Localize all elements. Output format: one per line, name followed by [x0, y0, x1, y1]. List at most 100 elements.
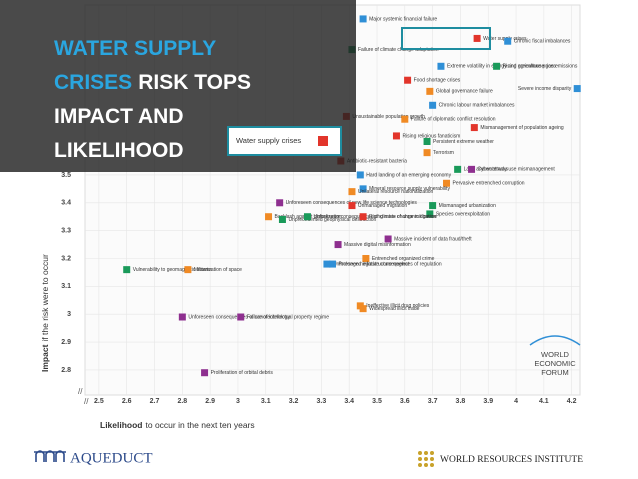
y-tick-label: 3.1 — [61, 283, 71, 290]
point — [278, 216, 286, 223]
x-tick-label: 4.1 — [539, 398, 549, 405]
y-tick-label: 3.2 — [61, 255, 71, 262]
point — [429, 101, 437, 109]
point — [237, 313, 245, 321]
y-tick-label: 3.5 — [61, 172, 71, 179]
y-tick-label: 3 — [67, 311, 71, 318]
point-label: Terrorism — [433, 150, 454, 156]
point-label: Failure of diplomatic conflict resolutio… — [411, 117, 496, 123]
point — [392, 132, 400, 140]
title-segment: IMPACT AND — [54, 105, 184, 128]
wef-line: FORUM — [541, 368, 569, 377]
x-tick-label: 3.7 — [428, 398, 438, 405]
title-segment: WATER SUPPLY — [54, 37, 216, 60]
point — [359, 185, 367, 193]
point — [384, 235, 392, 243]
point — [423, 138, 431, 145]
point — [334, 241, 342, 249]
y-tick-label: 2.8 — [61, 367, 71, 374]
x-tick-label: 2.5 — [94, 398, 104, 405]
wri-logo: WORLD RESOURCES INSTITUTE — [418, 451, 583, 467]
point — [362, 255, 370, 262]
title-line: WATER SUPPLY — [54, 37, 216, 60]
callout-marker — [318, 136, 328, 146]
title: WATER SUPPLY CRISES RISK TOPS IMPACT AND LIK… — [54, 37, 251, 162]
point — [303, 213, 311, 221]
point — [323, 260, 331, 268]
point-label: Unprecedented geophysical destruction — [288, 217, 376, 223]
title-segment: CRISES — [54, 71, 132, 94]
title-line: IMPACT AND — [54, 105, 184, 128]
point-label: Failure of climate change adaptation — [358, 47, 439, 53]
point — [184, 266, 192, 274]
axis-break: // — [78, 387, 83, 396]
point-label: Cyber attacks — [478, 167, 509, 173]
point-label: Rising religious fanaticism — [402, 133, 460, 139]
point — [473, 34, 481, 42]
axis-break: // — [84, 397, 89, 406]
aqueduct-logo: AQUEDUCT — [34, 450, 153, 466]
x-tick-label: 3.9 — [483, 398, 493, 405]
point — [359, 305, 367, 313]
point-label: Rising rates of chronic disease — [369, 214, 437, 220]
point-label: Chronic fiscal imbalances — [514, 39, 571, 45]
point — [504, 37, 512, 45]
point-label: Chronic labour market imbalances — [439, 103, 515, 109]
x-tick-label: 3.8 — [456, 398, 466, 405]
point-label: Proliferation of orbital debris — [211, 370, 274, 376]
y-tick-label: 3.4 — [61, 200, 71, 207]
x-tick-label: 3.6 — [400, 398, 410, 405]
title-line: CRISES RISK TOPS — [54, 71, 251, 94]
point-label: Persistent extreme weather — [433, 139, 494, 145]
point — [401, 115, 409, 123]
point — [468, 165, 476, 173]
point-label: Ineffective illicit drug policies — [366, 303, 429, 309]
point-label: Massive digital misinformation — [344, 242, 411, 248]
point — [404, 76, 412, 84]
x-label-rest: to occur in the next ten years — [146, 420, 255, 430]
point-label: Extreme volatility in energy and agricul… — [447, 64, 556, 70]
point — [178, 313, 186, 321]
point — [348, 188, 356, 196]
point-label: Pervasive entrenched corruption — [453, 181, 525, 187]
point-label: Vulnerability to geomagnetic storms — [133, 267, 213, 273]
x-tick-label: 2.7 — [150, 398, 160, 405]
x-tick-label: 2.6 — [122, 398, 132, 405]
point-label: Entrenched organized crime — [372, 256, 435, 262]
aqueduct-text: AQUEDUCT — [70, 450, 153, 466]
wef-line: WORLD — [541, 350, 570, 359]
point-label: Unsustainable population growth — [352, 114, 425, 120]
x-tick-label: 4 — [514, 398, 518, 405]
point-label: Species overexploitation — [436, 211, 490, 217]
y-label-strong: Impact — [40, 344, 50, 372]
point — [426, 87, 434, 95]
y-tick-label: 3.3 — [61, 227, 71, 234]
x-tick-label: 3.4 — [344, 398, 354, 405]
x-tick-label: 4.2 — [567, 398, 577, 405]
point — [573, 85, 581, 93]
wef-logo: WORLD ECONOMIC FORUM — [529, 335, 581, 377]
x-tick-label: 3.1 — [261, 398, 271, 405]
point — [359, 213, 367, 221]
point — [470, 124, 478, 132]
x-tick-label: 2.9 — [205, 398, 215, 405]
point-label: Prolonged infrastructure neglect — [339, 261, 410, 267]
point-label: Massive incident of data fraud/theft — [394, 236, 472, 242]
point — [426, 210, 434, 218]
point-label: Unforeseen negative consequences of regu… — [333, 261, 442, 267]
point — [276, 199, 284, 207]
x-tick-label: 3.5 — [372, 398, 382, 405]
highlight-box — [401, 27, 491, 50]
x-tick-label: 2.8 — [177, 398, 187, 405]
point-label: Rising greenhouse gas emissions — [503, 64, 578, 70]
point-label: Mismanaged urbanization — [439, 203, 496, 209]
point — [356, 171, 364, 179]
x-tick-label: 3 — [236, 398, 240, 405]
y-axis-label: Impact if the risk were to occur — [40, 254, 50, 372]
point-label: Severe income disparity — [518, 86, 572, 92]
x-tick-label: 3.2 — [289, 398, 299, 405]
point-label: Mismanagement of population ageing — [480, 125, 564, 131]
point-label: Antibiotic-resistant bacteria — [347, 158, 407, 164]
point — [329, 260, 336, 268]
